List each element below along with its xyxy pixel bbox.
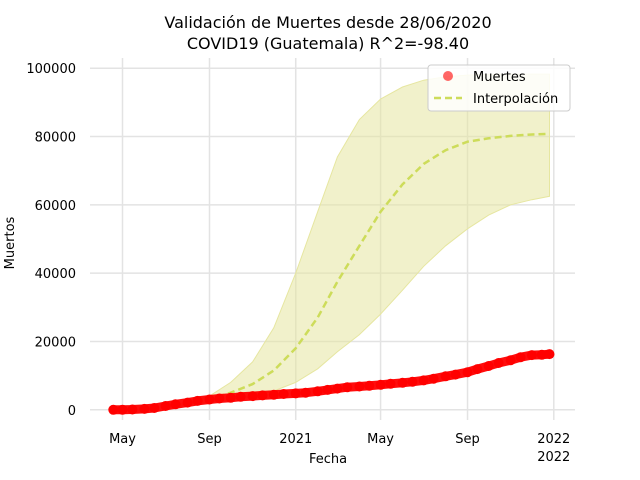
muertes-point <box>472 364 483 375</box>
muertes-point <box>462 367 473 378</box>
muertes-points-layer <box>108 349 555 415</box>
muertes-point <box>290 388 301 399</box>
muertes-point <box>418 375 429 386</box>
muertes-point <box>397 377 408 388</box>
muertes-point <box>364 380 375 391</box>
muertes-point <box>505 355 516 366</box>
x-tick-label: Sep <box>197 432 222 447</box>
y-tick-label: 0 <box>68 404 76 419</box>
muertes-point <box>278 389 289 399</box>
muertes-point <box>247 391 258 402</box>
interpolation-layer <box>163 132 550 409</box>
muertes-point <box>127 404 138 415</box>
y-tick-label: 100000 <box>26 62 76 77</box>
muertes-point <box>536 349 547 360</box>
y-axis-label: Muertos <box>3 216 18 269</box>
muertes-point <box>257 390 268 401</box>
muertes-point <box>515 352 526 363</box>
muertes-point <box>332 383 343 394</box>
muertes-point <box>235 391 246 402</box>
muertes-point <box>117 404 128 415</box>
x-tick-label: Sep <box>455 432 480 447</box>
muertes-point <box>139 403 150 414</box>
muertes-point <box>108 404 119 415</box>
muertes-point <box>526 350 537 361</box>
muertes-point <box>493 358 504 368</box>
legend: Muertes Interpolación <box>427 64 571 112</box>
muertes-point <box>204 394 215 405</box>
muertes-point <box>149 403 160 413</box>
x-tick-label: May <box>367 432 394 447</box>
muertes-point <box>225 392 236 403</box>
muertes-point <box>440 371 451 382</box>
muertes-point <box>342 382 353 393</box>
muertes-point <box>182 397 193 408</box>
x-tick-label: May <box>109 432 136 447</box>
muertes-point <box>268 389 279 400</box>
muertes-point <box>170 399 181 410</box>
muertes-point <box>375 379 386 390</box>
y-tick-label: 20000 <box>35 335 76 350</box>
x-tick-label: 2021 <box>279 432 312 447</box>
muertes-point <box>544 349 555 360</box>
legend-label-interpolacion: Interpolación <box>473 92 558 107</box>
y-tick-label: 60000 <box>35 199 76 214</box>
interpolacion-line <box>163 132 550 409</box>
ticks: May Sep 2021 May Sep 2022 2022 0 20000 40000 60000… <box>26 62 570 465</box>
muertes-point <box>322 384 333 395</box>
muertes-point <box>428 373 439 384</box>
muertes-point <box>385 378 396 389</box>
legend-marker-muertes <box>443 71 453 81</box>
muertes-point <box>407 376 418 387</box>
muertes-point <box>160 401 171 411</box>
muertes-point <box>192 395 203 406</box>
x-axis-label: Fecha <box>309 452 347 467</box>
muertes-point <box>300 387 311 398</box>
legend-box <box>427 64 571 112</box>
muertes-point <box>354 381 365 392</box>
confidence-band-layer <box>163 73 550 408</box>
muertes-point <box>483 361 494 371</box>
y-tick-label: 80000 <box>35 131 76 146</box>
muertes-point <box>214 393 225 404</box>
x-tick-label-year: 2022 <box>537 450 570 465</box>
y-tick-label: 40000 <box>35 267 76 282</box>
muertes-point <box>450 369 461 380</box>
muertes-point <box>312 386 323 397</box>
x-tick-label: 2022 <box>537 432 570 447</box>
confidence-band <box>163 73 550 408</box>
legend-label-muertes: Muertes <box>473 70 526 85</box>
chart-subtitle: COVID19 (Guatemala) R^2=-98.40 <box>187 34 469 53</box>
chart-title: Validación de Muertes desde 28/06/2020 <box>164 13 491 32</box>
